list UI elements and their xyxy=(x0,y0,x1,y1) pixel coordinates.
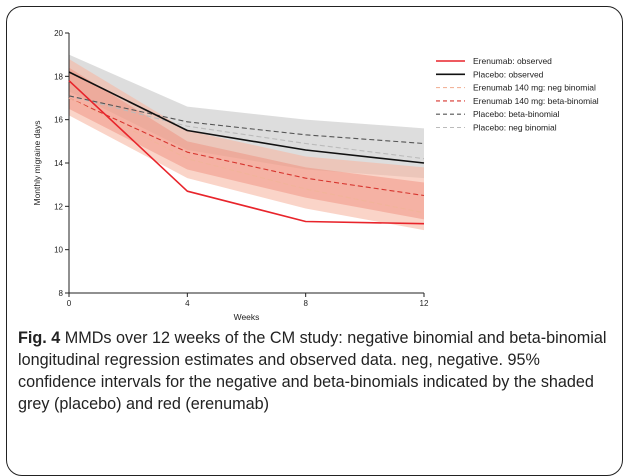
x-axis-label: Weeks xyxy=(234,312,260,322)
legend: Erenumab: observed Placebo: observed Erenu… xyxy=(436,56,599,133)
y-tick-label: 16 xyxy=(54,116,63,125)
legend-label-3: Erenumab 140 mg: beta-binomial xyxy=(473,96,599,106)
x-tick-label: 4 xyxy=(185,299,190,308)
axes: 8 10 12 14 16 18 20 0 4 8 12 xyxy=(54,29,429,308)
series-line-0 xyxy=(68,80,425,225)
caption-text: MMDs over 12 weeks of the CM study: nega… xyxy=(18,329,607,413)
band-erenumab-2 xyxy=(69,67,424,220)
series-line-3 xyxy=(68,97,425,197)
y-tick-label: 20 xyxy=(54,29,63,38)
legend-label-2: Erenumab 140 mg: neg binomial xyxy=(473,83,596,93)
y-tick-label: 18 xyxy=(54,72,63,81)
legend-label-4: Placebo: beta-binomial xyxy=(473,109,560,119)
legend-label-1: Placebo: observed xyxy=(473,69,544,79)
figure-caption: Fig. 4 MMDs over 12 weeks of the CM stud… xyxy=(18,327,614,415)
y-tick-label: 12 xyxy=(54,202,63,211)
legend-label-5: Placebo: neg binomial xyxy=(473,123,557,133)
x-tick-label: 8 xyxy=(303,299,308,308)
x-tick-label: 0 xyxy=(67,299,72,308)
confidence-bands xyxy=(69,54,424,231)
series-lines xyxy=(68,71,425,225)
y-tick-label: 8 xyxy=(59,289,64,298)
series-line-2 xyxy=(68,97,425,214)
band-erenumab-1 xyxy=(69,59,424,231)
x-tick-label: 12 xyxy=(420,299,429,308)
series-line-1 xyxy=(68,71,425,164)
caption-label: Fig. 4 xyxy=(18,329,61,347)
legend-label-0: Erenumab: observed xyxy=(473,56,552,66)
y-axis-label: Monthly migraine days xyxy=(32,120,42,205)
series-line-4 xyxy=(68,95,425,145)
line-chart: 8 10 12 14 16 18 20 0 4 8 12 Erenumab: observed Pla… xyxy=(32,29,599,322)
y-tick-label: 14 xyxy=(54,159,63,168)
band-placebo-0 xyxy=(69,54,424,179)
y-tick-label: 10 xyxy=(54,246,63,255)
